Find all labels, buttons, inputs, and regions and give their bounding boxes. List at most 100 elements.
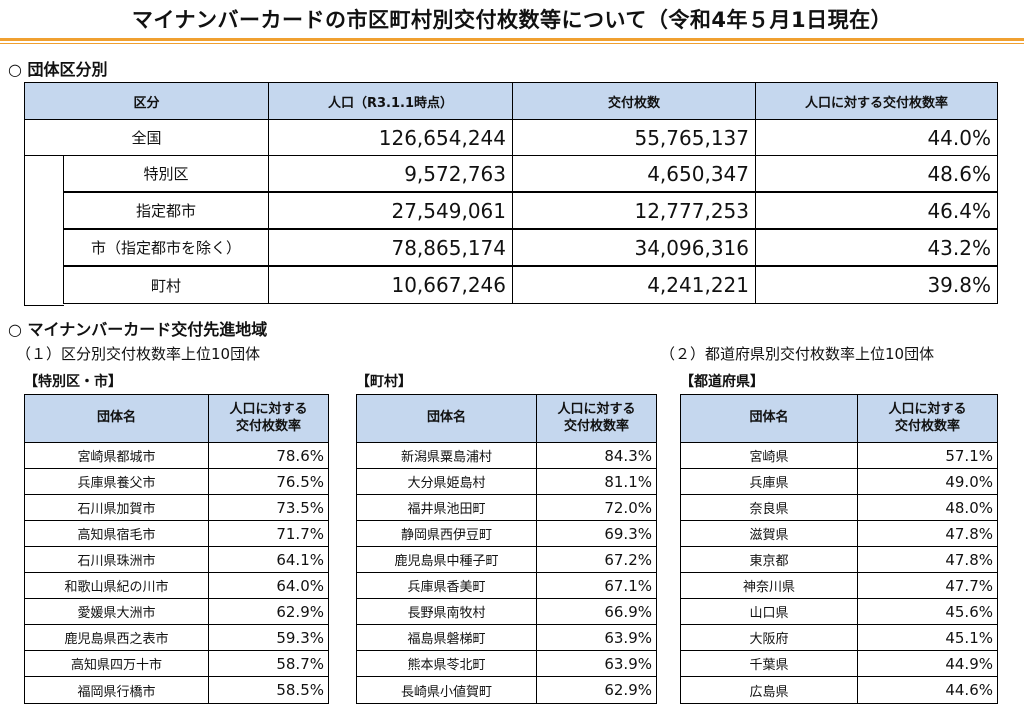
ranking-table-city: 団体名 人口に対する 交付枚数率 宮崎県都城市 78.6% 兵庫県養父市 76.5%… xyxy=(24,394,329,704)
row-rate: 71.7% xyxy=(276,524,324,543)
row-rate: 67.1% xyxy=(604,576,652,595)
summary-issued: 4,241,221 xyxy=(512,266,756,304)
header-rate: 人口に対する 交付枚数率 xyxy=(209,395,328,442)
table-row: 和歌山県紀の川市 64.0% xyxy=(25,573,328,599)
row-rate: 45.6% xyxy=(945,602,993,621)
ranking-table-prefecture: 団体名 人口に対する 交付枚数率 宮崎県 57.1% 兵庫県 49.0% 奈良県 48… xyxy=(680,394,998,704)
table-row: 鹿児島県西之表市 59.3% xyxy=(25,625,328,651)
summary-header-population: 人口（R3.1.1時点） xyxy=(268,82,513,120)
row-rate: 48.0% xyxy=(945,498,993,517)
summary-header-issued: 交付枚数 xyxy=(512,82,756,120)
summary-table: 区分 人口（R3.1.1時点） 交付枚数 人口に対する交付枚数率 全国 126,… xyxy=(24,82,998,306)
table-row: 兵庫県 49.0% xyxy=(681,469,997,495)
summary-indent-spine xyxy=(24,155,64,306)
subheading-top10-by-category: （１）区分別交付枚数率上位10団体 xyxy=(16,345,261,363)
row-name: 奈良県 xyxy=(681,495,858,520)
table-row: 広島県 44.6% xyxy=(681,677,997,703)
table-row: 宮崎県都城市 78.6% xyxy=(25,443,328,469)
row-rate: 84.3% xyxy=(604,446,652,465)
header-rate-line2: 交付枚数率 xyxy=(894,418,960,434)
row-name: 福井県池田町 xyxy=(357,495,537,520)
row-name: 高知県四万十市 xyxy=(25,651,209,676)
row-rate: 58.5% xyxy=(276,681,324,699)
table-row: 滋賀県 47.8% xyxy=(681,521,997,547)
row-rate: 44.9% xyxy=(945,654,993,673)
table-row: 高知県宿毛市 71.7% xyxy=(25,521,328,547)
row-name: 鹿児島県西之表市 xyxy=(25,625,209,650)
header-rate-line1: 人口に対する xyxy=(557,401,636,417)
table-row: 石川県加賀市 73.5% xyxy=(25,495,328,521)
caption-city: 【特別区・市】 xyxy=(24,374,122,390)
summary-row-label: 市（指定都市を除く） xyxy=(63,229,269,266)
caption-town: 【町村】 xyxy=(356,374,412,390)
row-rate: 62.9% xyxy=(604,681,652,699)
row-rate: 78.6% xyxy=(276,446,324,465)
table-header: 団体名 人口に対する 交付枚数率 xyxy=(681,395,997,443)
row-name: 兵庫県養父市 xyxy=(25,469,209,494)
table-row: 福井県池田町 72.0% xyxy=(357,495,656,521)
table-row: 宮崎県 57.1% xyxy=(681,443,997,469)
section-heading-advanced-areas: ○ マイナンバーカード交付先進地域 xyxy=(8,320,268,339)
row-name: 兵庫県 xyxy=(681,469,858,494)
row-name: 滋賀県 xyxy=(681,521,858,546)
row-name: 兵庫県香美町 xyxy=(357,573,537,598)
row-rate: 69.3% xyxy=(604,524,652,543)
table-row: 静岡県西伊豆町 69.3% xyxy=(357,521,656,547)
row-name: 神奈川県 xyxy=(681,573,858,598)
row-rate: 47.8% xyxy=(945,524,993,543)
row-rate: 59.3% xyxy=(276,628,324,647)
summary-row-label: 指定都市 xyxy=(63,192,269,229)
table-row: 大阪府 45.1% xyxy=(681,625,997,651)
row-name: 長野県南牧村 xyxy=(357,599,537,624)
row-rate: 66.9% xyxy=(604,602,652,621)
summary-rate: 43.2% xyxy=(755,229,998,266)
table-row: 高知県四万十市 58.7% xyxy=(25,651,328,677)
title-rule-thin xyxy=(0,43,1024,44)
page-title: マイナンバーカードの市区町村別交付枚数等について（令和4年５月1日現在） xyxy=(131,8,893,32)
row-rate: 47.8% xyxy=(945,550,993,569)
summary-row-label: 町村 xyxy=(63,266,269,304)
table-row: 長野県南牧村 66.9% xyxy=(357,599,656,625)
row-rate: 45.1% xyxy=(945,628,993,647)
table-row: 東京都 47.8% xyxy=(681,547,997,573)
table-row: 熊本県苓北町 63.9% xyxy=(357,651,656,677)
row-name: 宮崎県都城市 xyxy=(25,443,209,468)
row-name: 静岡県西伊豆町 xyxy=(357,521,537,546)
summary-issued: 12,777,253 xyxy=(512,192,756,229)
table-header: 団体名 人口に対する 交付枚数率 xyxy=(357,395,656,443)
row-rate: 81.1% xyxy=(604,472,652,491)
row-name: 大分県姫島村 xyxy=(357,469,537,494)
header-name: 団体名 xyxy=(25,395,209,442)
header-rate: 人口に対する 交付枚数率 xyxy=(537,395,656,442)
summary-row-label: 全国 xyxy=(24,119,269,156)
table-row: 神奈川県 47.7% xyxy=(681,573,997,599)
caption-prefecture: 【都道府県】 xyxy=(680,374,764,390)
summary-population: 78,865,174 xyxy=(268,229,513,266)
summary-population: 27,549,061 xyxy=(268,192,513,229)
row-rate: 76.5% xyxy=(276,472,324,491)
row-rate: 63.9% xyxy=(604,628,652,647)
table-row: 愛媛県大洲市 62.9% xyxy=(25,599,328,625)
row-rate: 62.9% xyxy=(276,602,324,621)
summary-issued: 34,096,316 xyxy=(512,229,756,266)
row-name: 石川県加賀市 xyxy=(25,495,209,520)
row-name: 広島県 xyxy=(681,677,858,703)
row-rate: 44.6% xyxy=(945,681,993,699)
section-heading-by-category: ○ 団体区分別 xyxy=(8,60,108,79)
summary-header-rate: 人口に対する交付枚数率 xyxy=(755,82,998,120)
row-name: 石川県珠洲市 xyxy=(25,547,209,572)
header-rate: 人口に対する 交付枚数率 xyxy=(858,395,997,442)
row-name: 新潟県粟島浦村 xyxy=(357,443,537,468)
row-name: 長崎県小値賀町 xyxy=(357,677,537,703)
header-name: 団体名 xyxy=(681,395,858,442)
row-name: 鹿児島県中種子町 xyxy=(357,547,537,572)
ranking-table-town: 団体名 人口に対する 交付枚数率 新潟県粟島浦村 84.3% 大分県姫島村 81.1… xyxy=(356,394,657,704)
title-rule xyxy=(0,38,1024,41)
summary-rate: 39.8% xyxy=(755,266,998,304)
summary-rate: 48.6% xyxy=(755,155,998,192)
table-row: 兵庫県養父市 76.5% xyxy=(25,469,328,495)
row-name: 和歌山県紀の川市 xyxy=(25,573,209,598)
row-rate: 73.5% xyxy=(276,498,324,517)
row-rate: 64.0% xyxy=(276,576,324,595)
row-name: 福岡県行橋市 xyxy=(25,677,209,703)
